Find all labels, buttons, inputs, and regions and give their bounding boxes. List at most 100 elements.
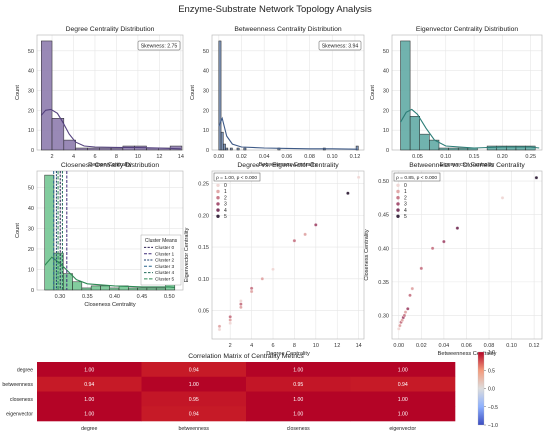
skewness-box <box>137 40 181 51</box>
y-axis-label: Count <box>190 85 196 100</box>
correlation-label: ρ = 1.00, p < 0.000 <box>216 175 257 181</box>
y-tick-label: 0 <box>31 288 34 294</box>
figure-title: Enzyme-Substrate Network Topology Analys… <box>178 4 372 15</box>
plot-frame <box>211 34 365 151</box>
point <box>346 191 350 195</box>
y-axis-label: Count <box>15 223 21 238</box>
legend-item: 3 <box>404 202 407 208</box>
point <box>217 324 222 329</box>
x-tick-label: 10 <box>135 154 141 160</box>
legend-item: 3 <box>224 202 227 208</box>
point <box>303 232 307 237</box>
bar <box>146 287 157 291</box>
y-tick-label: 50 <box>28 49 34 55</box>
heatmap-cell-label: 0.95 <box>189 397 199 403</box>
x-tick-label: 10 <box>313 343 319 349</box>
heatmap-cell-label: 1.00 <box>398 367 408 373</box>
bar <box>438 147 449 151</box>
x-tick-label: 0.10 <box>506 343 517 349</box>
point <box>239 299 243 303</box>
bars <box>400 40 536 151</box>
point <box>398 323 402 328</box>
heatmap-cell <box>141 406 247 422</box>
chart-title: Betweenness vs. Closeness Centrality <box>409 162 525 169</box>
heatmap-cell-label: 0.94 <box>189 412 199 418</box>
y-axis-label: Count <box>370 85 376 100</box>
colorbar-tick-label: −0.5 <box>488 405 498 411</box>
legend-item: 2 <box>224 195 227 201</box>
y-tick-label: 10 <box>383 128 389 134</box>
x-axis-label: Closeness Centrality <box>84 302 136 308</box>
heatmap-cell <box>350 406 456 422</box>
point <box>228 315 232 319</box>
skewness-box <box>318 40 362 51</box>
heatmap-cell-label: 0.94 <box>189 367 199 373</box>
legend-marker <box>216 189 220 194</box>
bar <box>51 118 65 151</box>
legend-item: Cluster 3 <box>155 264 175 270</box>
x-tick-label: 0.02 <box>416 343 427 349</box>
legend-marker <box>216 183 220 187</box>
point <box>534 175 539 180</box>
x-tick-label: 2 <box>50 154 53 160</box>
y-tick-label: 0.30 <box>378 313 389 319</box>
bar <box>75 147 88 151</box>
colorbar-tick-label: −1.0 <box>488 423 498 429</box>
bar <box>218 40 222 151</box>
heatmap-cell-label: 1.00 <box>293 412 303 418</box>
kde-line <box>44 256 175 289</box>
plot-frame <box>391 170 543 340</box>
plot-area <box>212 171 364 339</box>
heatmap-cell <box>246 406 351 422</box>
y-tick-label: 0 <box>386 148 389 154</box>
bar <box>81 287 92 291</box>
legend-item: 0 <box>224 183 227 189</box>
column-label: closeness <box>287 426 310 432</box>
y-tick-label: 50 <box>28 185 34 191</box>
point <box>249 286 254 291</box>
x-tick-label: 0.06 <box>282 154 293 160</box>
skewness-label: Skewness: 3.94 <box>322 44 359 50</box>
y-tick-label: 10 <box>203 128 209 134</box>
point <box>228 318 232 322</box>
point <box>455 226 460 230</box>
heatmap-cell-label: 0.94 <box>398 382 408 388</box>
heatmap-cell <box>350 376 456 392</box>
point <box>430 246 435 251</box>
y-axis-label: Count <box>15 85 21 100</box>
x-tick-label: 0.02 <box>236 154 247 160</box>
row-label: closeness <box>10 397 33 403</box>
y-axis-label: Eigenvector Centrality <box>184 227 190 282</box>
heatmap-cell <box>246 391 351 407</box>
x-tick-label: 6 <box>271 343 274 349</box>
column-label: eigenvector <box>389 426 416 432</box>
panel-eigenvector: 0.05 0.10 0.15 0.20 0.25 0 10 20 30 40 50 Eigenvect… <box>370 26 543 168</box>
bar <box>229 147 233 151</box>
x-axis-label: Degree Centrality <box>266 351 310 357</box>
legend-marker <box>396 196 400 200</box>
row-label: eigenvector <box>6 412 33 418</box>
legend-item: Cluster 0 <box>155 245 175 251</box>
heatmap-cell <box>37 406 142 422</box>
y-tick-label: 0.35 <box>378 280 389 286</box>
panel-corr: Correlation Matrix of Centrality Metrics… <box>2 350 498 432</box>
x-tick-label: 4 <box>72 154 75 160</box>
x-axis-label: Eigenvector Centrality <box>440 162 495 168</box>
legend-item: 5 <box>224 214 227 220</box>
point <box>271 267 275 272</box>
legend-marker <box>396 183 400 187</box>
x-tick-label: 0.40 <box>109 294 120 300</box>
heatmap-cell-label: 1.00 <box>84 397 94 403</box>
point <box>239 305 243 310</box>
legend-item: 0 <box>404 183 407 189</box>
point <box>239 302 243 306</box>
correlation-box <box>393 172 441 182</box>
points <box>397 175 539 331</box>
point <box>260 277 265 281</box>
panel-degree: 2 4 6 8 10 12 14 0 10 20 30 40 50 Degree Centrality D… <box>15 26 184 168</box>
bar <box>355 145 359 151</box>
bar <box>110 147 124 151</box>
chart-title: Degree Centrality Distribution <box>66 26 155 33</box>
heatmap-cell <box>141 391 247 407</box>
heatmap-cell <box>350 362 456 378</box>
